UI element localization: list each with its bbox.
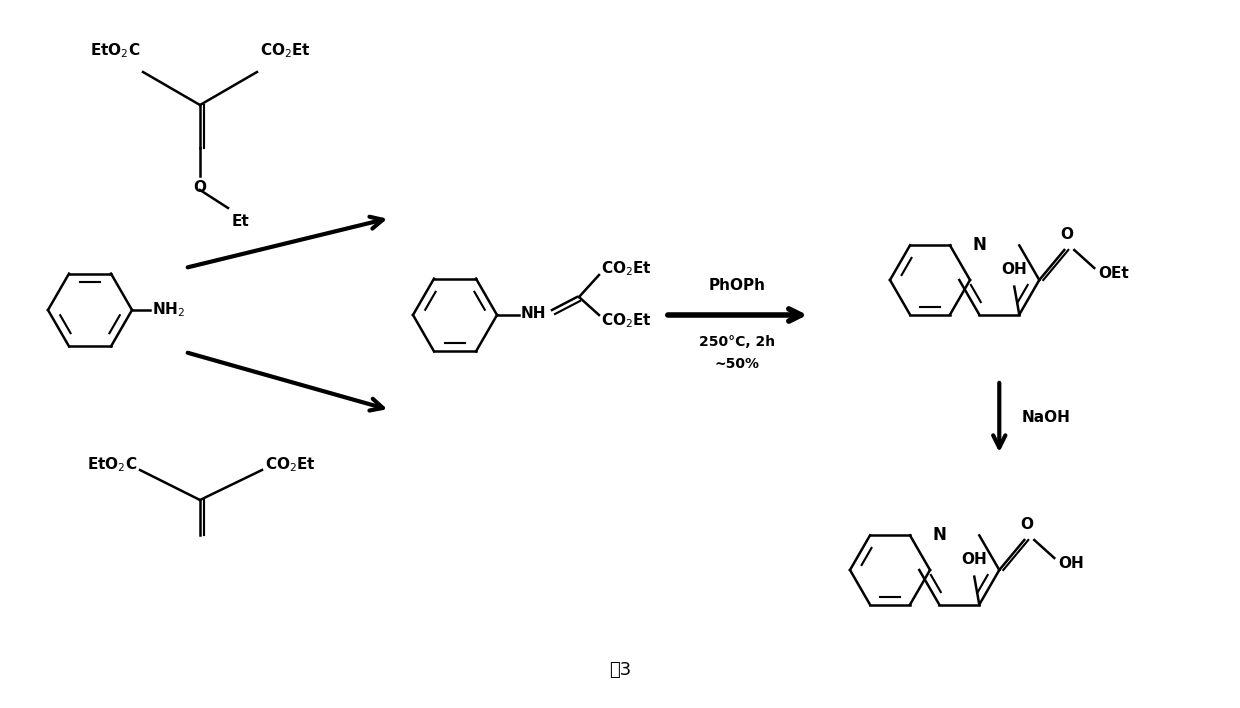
Text: N: N xyxy=(972,236,986,254)
Text: CO$_2$Et: CO$_2$Et xyxy=(601,312,652,331)
Text: PhOPh: PhOPh xyxy=(709,278,766,293)
Text: O: O xyxy=(1019,517,1033,532)
Text: EtO$_2$C: EtO$_2$C xyxy=(89,41,140,60)
Text: OH: OH xyxy=(1002,262,1027,277)
Text: 250°C, 2h: 250°C, 2h xyxy=(699,335,775,349)
Text: OEt: OEt xyxy=(1099,266,1130,282)
Text: EtO$_2$C: EtO$_2$C xyxy=(87,456,136,474)
Text: CO$_2$Et: CO$_2$Et xyxy=(601,260,652,278)
Text: CO$_2$Et: CO$_2$Et xyxy=(260,41,311,60)
Text: OH: OH xyxy=(961,552,987,566)
Text: NaOH: NaOH xyxy=(1022,410,1070,425)
Text: Et: Et xyxy=(232,214,249,229)
Text: CO$_2$Et: CO$_2$Et xyxy=(265,456,316,474)
Text: NH$_2$: NH$_2$ xyxy=(153,301,185,319)
Text: N: N xyxy=(932,526,946,544)
Text: O: O xyxy=(1060,227,1073,242)
Text: ~50%: ~50% xyxy=(715,357,760,371)
Text: O: O xyxy=(193,180,207,195)
Text: 式3: 式3 xyxy=(609,661,631,679)
Text: NH: NH xyxy=(521,305,547,321)
Text: OH: OH xyxy=(1058,556,1084,571)
